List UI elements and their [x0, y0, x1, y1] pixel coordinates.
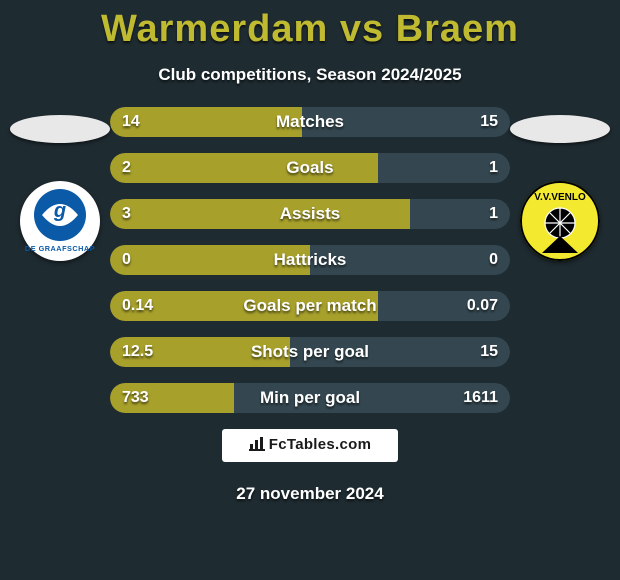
- club-badge-left: g DE GRAAFSCHAP: [20, 181, 100, 261]
- stat-label: Shots per goal: [110, 337, 510, 367]
- stat-label: Hattricks: [110, 245, 510, 275]
- stat-row-matches: 1415Matches: [110, 107, 510, 137]
- svg-text:g: g: [53, 200, 66, 222]
- svg-text:V.V.VENLO: V.V.VENLO: [534, 192, 586, 203]
- player-silhouette-left: [10, 115, 110, 143]
- team-right: V.V.VENLO: [510, 115, 610, 261]
- stat-row-hattricks: 00Hattricks: [110, 245, 510, 275]
- stat-row-assists: 31Assists: [110, 199, 510, 229]
- stat-label: Matches: [110, 107, 510, 137]
- stat-label: Min per goal: [110, 383, 510, 413]
- page-title: Warmerdam vs Braem: [0, 0, 620, 51]
- stat-row-goals-per-match: 0.140.07Goals per match: [110, 291, 510, 321]
- stat-row-goals: 21Goals: [110, 153, 510, 183]
- vvv-logo-icon: V.V.VENLO: [520, 181, 600, 261]
- graafschap-logo-icon: g DE GRAAFSCHAP: [20, 181, 100, 261]
- stat-row-shots-per-goal: 12.515Shots per goal: [110, 337, 510, 367]
- player-silhouette-right: [510, 115, 610, 143]
- stat-label: Goals: [110, 153, 510, 183]
- brand-text: FcTables.com: [269, 436, 372, 453]
- club-badge-right: V.V.VENLO: [520, 181, 600, 261]
- stats-container: 1415Matches 21Goals 31Assists 00Hattricks 0.…: [110, 107, 510, 413]
- stat-label: Assists: [110, 199, 510, 229]
- date-text: 27 november 2024: [0, 484, 620, 504]
- team-left: g DE GRAAFSCHAP: [10, 115, 110, 261]
- chart-icon: [249, 437, 265, 455]
- stat-row-min-per-goal: 7331611Min per goal: [110, 383, 510, 413]
- subtitle: Club competitions, Season 2024/2025: [0, 65, 620, 85]
- fctables-brand: FcTables.com: [222, 429, 398, 462]
- svg-text:DE GRAAFSCHAP: DE GRAAFSCHAP: [25, 244, 95, 253]
- stat-label: Goals per match: [110, 291, 510, 321]
